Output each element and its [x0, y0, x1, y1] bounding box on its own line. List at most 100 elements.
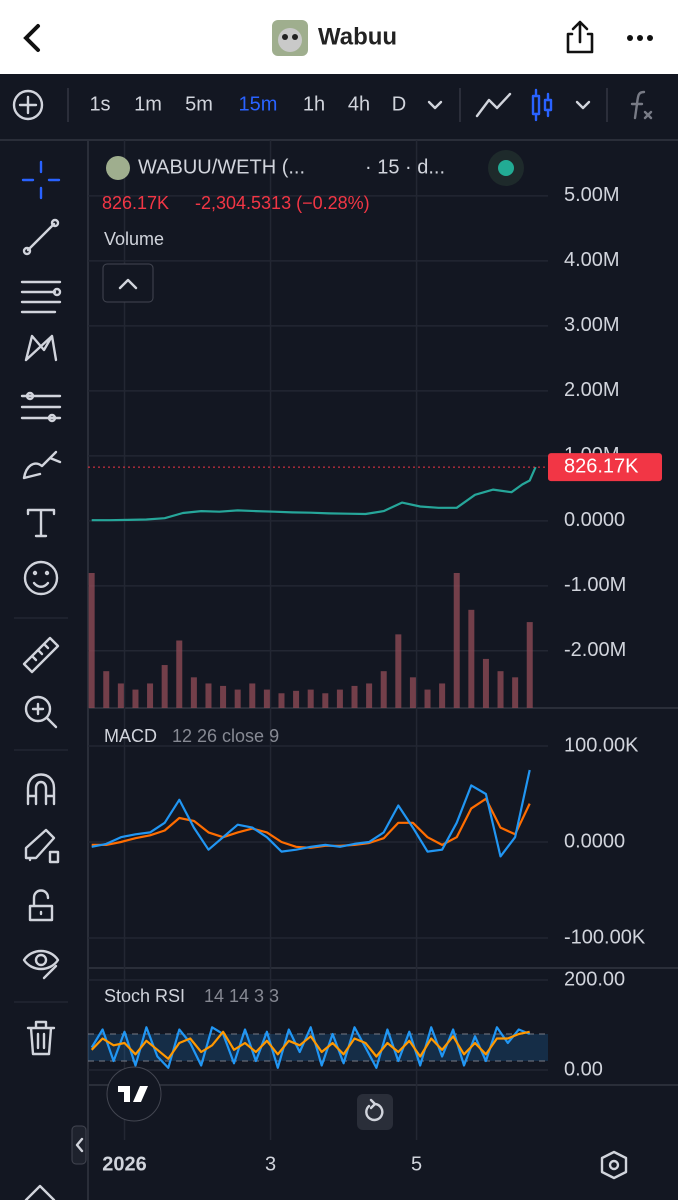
stoch-params: 14 14 3 3 — [204, 986, 279, 1006]
volume-bar — [322, 693, 329, 708]
y-tick-label: 0.0000 — [564, 509, 625, 531]
brush-tool[interactable] — [22, 450, 62, 480]
pattern-tool[interactable] — [24, 334, 58, 362]
unlock-tool[interactable] — [28, 889, 54, 922]
volume-bar — [453, 573, 460, 708]
collapse-tab[interactable] — [71, 1125, 87, 1165]
symbol-icon — [106, 156, 130, 180]
y-tick-label: 2.00M — [564, 379, 620, 401]
d-line — [90, 1030, 530, 1060]
volume-bar — [190, 677, 197, 708]
macd-line — [91, 769, 531, 858]
price-line — [91, 466, 537, 522]
interval-button[interactable]: 1m — [134, 93, 162, 115]
volume-bar — [147, 683, 154, 708]
magnet-tool[interactable] — [26, 773, 56, 806]
volume-bar — [497, 671, 504, 708]
interval-menu[interactable] — [427, 100, 443, 110]
line-style-button[interactable] — [475, 92, 512, 118]
volume-bar — [88, 573, 95, 708]
volume-bar — [132, 689, 139, 708]
y-tick-label: -1.00M — [564, 574, 626, 596]
volume-bar — [220, 685, 227, 708]
x-tick-label: 2026 — [102, 1153, 147, 1175]
volume-bar — [103, 671, 110, 708]
volume-bar — [205, 683, 212, 708]
volume-bar — [366, 683, 373, 708]
crosshair-tool[interactable] — [21, 160, 61, 200]
legend-change: -2,304.5313 (−0.28%) — [195, 193, 370, 213]
drawing-tools — [14, 160, 68, 1200]
volume-bar — [161, 665, 168, 708]
y-tick-label: -2.00M — [564, 639, 626, 661]
volume-bar — [336, 689, 343, 708]
y-tick-label: 0.00 — [564, 1058, 603, 1080]
legend: WABUU/WETH (... · 15 · d... 826.17K -2,3… — [102, 150, 524, 1006]
last-price-label: 826.17K — [564, 455, 639, 477]
interval-button[interactable]: 1s — [89, 93, 110, 115]
x-tick-label: 5 — [411, 1153, 422, 1175]
volume-bar — [512, 677, 519, 708]
volume-bar — [307, 689, 314, 708]
fib-tool[interactable] — [20, 280, 62, 314]
tradingview-logo[interactable] — [106, 1066, 162, 1122]
header-bar — [0, 0, 678, 74]
emoji-tool[interactable] — [23, 560, 59, 596]
settings-button[interactable] — [600, 1150, 628, 1180]
more-tools[interactable] — [24, 1184, 56, 1200]
chart-style-menu[interactable] — [575, 100, 591, 110]
interval-button[interactable]: 15m — [239, 93, 278, 115]
x-tick-label: 3 — [265, 1153, 276, 1175]
candle-style-button[interactable] — [531, 88, 553, 122]
volume-bar — [439, 683, 446, 708]
y-tick-label: 100.00K — [564, 734, 639, 756]
interval-button[interactable]: 1h — [303, 93, 325, 115]
text-tool[interactable] — [26, 508, 56, 538]
chart-area: 2026355.00M4.00M3.00M2.00M1.00M0.0000-1.… — [88, 140, 678, 1175]
interval-button[interactable]: 4h — [348, 93, 370, 115]
share-button[interactable] — [566, 20, 594, 54]
volume-bar — [293, 690, 300, 708]
visibility-tool[interactable] — [22, 949, 60, 980]
y-tick-label: 5.00M — [564, 184, 620, 206]
symbol-detail: · 15 · d... — [365, 156, 445, 178]
macd-params: 12 26 close 9 — [172, 726, 279, 746]
legend-price: 826.17K — [102, 193, 169, 213]
token-avatar — [272, 20, 308, 56]
volume-bar — [351, 685, 358, 708]
trend-line-tool[interactable] — [22, 218, 60, 256]
volume-bar — [526, 622, 533, 708]
volume-bar — [263, 689, 270, 708]
volume-bar — [395, 634, 402, 708]
stoch-title: Stoch RSI — [104, 986, 185, 1006]
indicators-button[interactable] — [630, 90, 653, 120]
more-button[interactable] — [627, 35, 653, 41]
volume-bar — [468, 609, 475, 708]
y-tick-label: 200.00 — [564, 968, 625, 990]
delete-tool[interactable] — [26, 1020, 56, 1056]
header-title: Wabuu — [318, 23, 397, 50]
back-button[interactable] — [23, 24, 40, 52]
ruler-tool[interactable] — [22, 636, 60, 674]
symbol: WABUU/WETH (... — [138, 156, 305, 178]
volume-bar — [424, 689, 431, 708]
volume-bar — [278, 693, 285, 708]
volume-bar — [117, 683, 124, 708]
volume-bar — [482, 658, 489, 708]
volume-bar — [249, 683, 256, 708]
projection-tool[interactable] — [20, 391, 62, 423]
volume-bar — [380, 671, 387, 708]
reset-button[interactable] — [357, 1094, 393, 1130]
interval-button[interactable]: 5m — [185, 93, 213, 115]
zoom-tool[interactable] — [24, 695, 58, 729]
interval-group: 1s 1m 5m 15m 1h 4h D — [89, 93, 406, 115]
volume-bar — [234, 689, 241, 708]
y-tick-label: 3.00M — [564, 314, 620, 336]
lock-drawings-tool[interactable] — [24, 828, 60, 864]
volume-bar — [176, 640, 183, 708]
macd-title: MACD — [104, 726, 157, 746]
collapse-legend-button[interactable] — [102, 263, 154, 303]
add-button[interactable] — [12, 89, 44, 121]
interval-button[interactable]: D — [392, 93, 406, 115]
